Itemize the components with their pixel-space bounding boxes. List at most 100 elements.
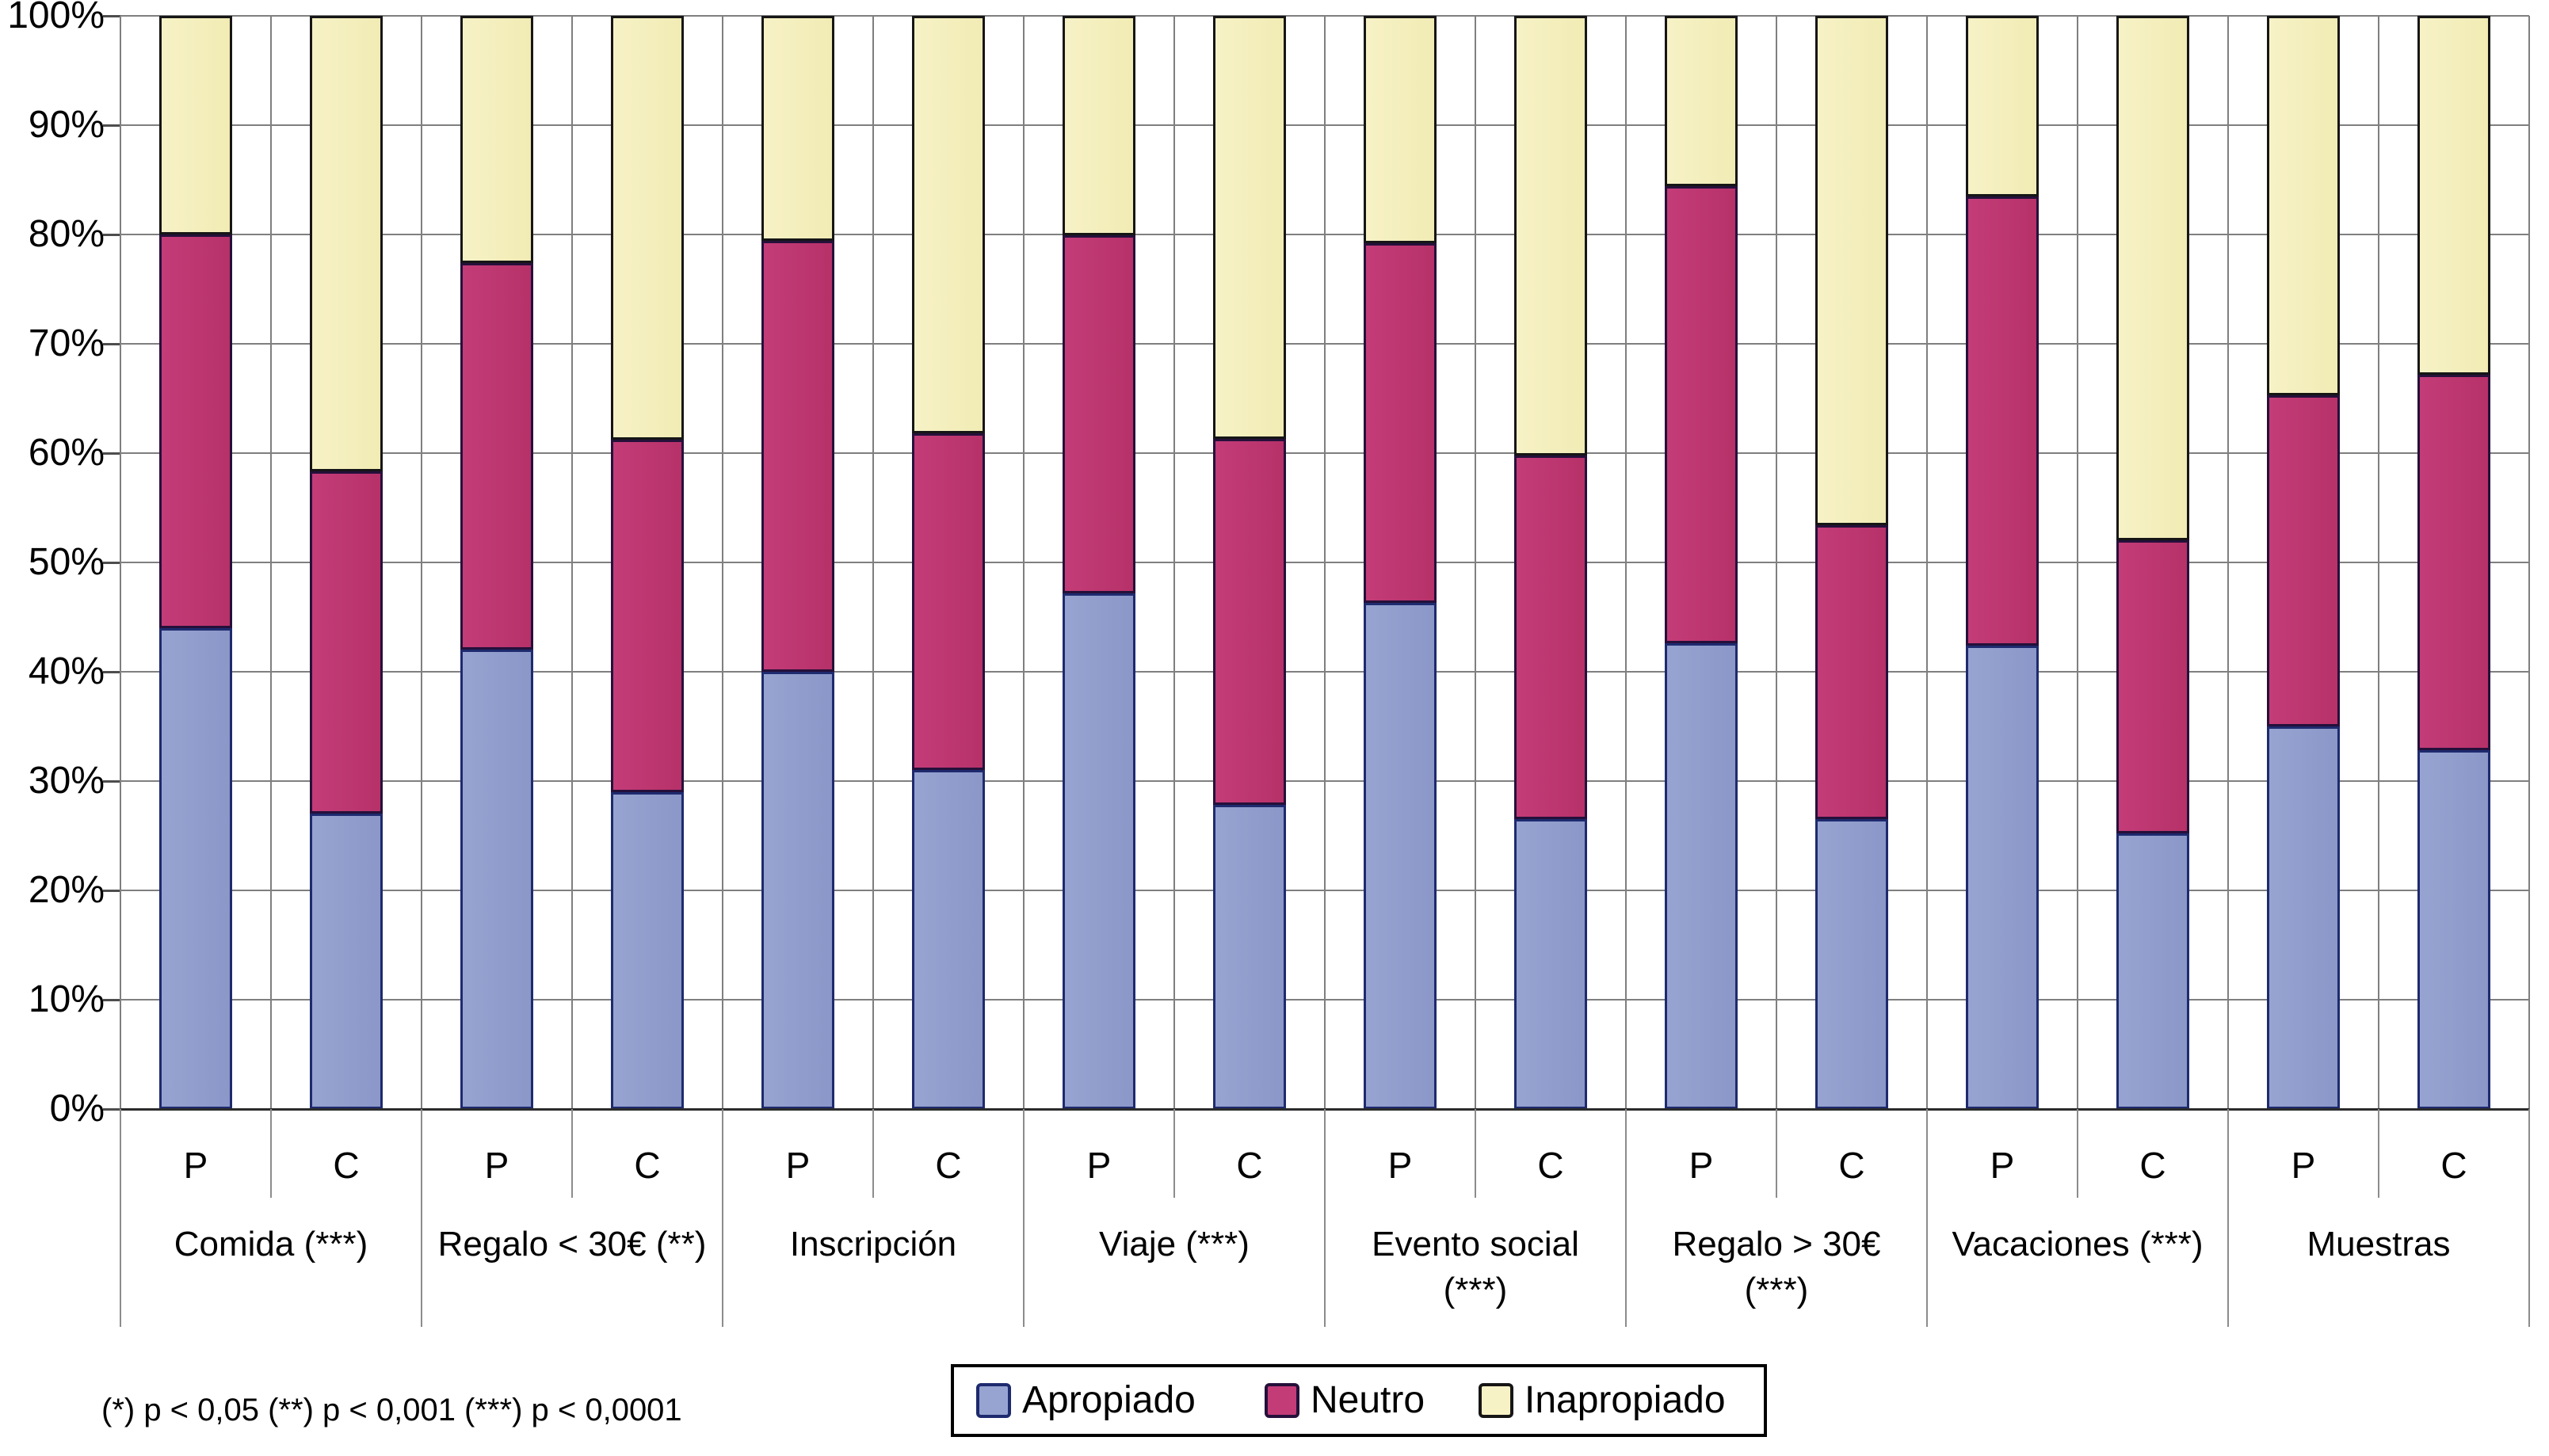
gridline-v bbox=[1475, 16, 1476, 1109]
bar-segment-apropiado bbox=[1364, 603, 1437, 1109]
bar-segment-neutro bbox=[310, 471, 383, 814]
x-axis-sublabel: P bbox=[1086, 1145, 1112, 1186]
legend-label-inapropiado: Inapropiado bbox=[1524, 1379, 1726, 1421]
x-axis-category-label: Comida (***) bbox=[122, 1222, 420, 1267]
y-axis-label: 90% bbox=[28, 104, 105, 146]
gridline-v bbox=[1324, 16, 1326, 1109]
y-axis-tick bbox=[103, 890, 120, 892]
y-axis-tick bbox=[103, 234, 120, 236]
gridline-v bbox=[421, 16, 422, 1109]
category-separator bbox=[1625, 1109, 1627, 1327]
pc-separator-tick bbox=[872, 1109, 874, 1198]
gridline-v bbox=[2378, 16, 2379, 1109]
bar-segment-neutro bbox=[1966, 196, 2039, 646]
bar-segment-apropiado bbox=[460, 650, 533, 1109]
category-label-line: Regalo > 30€ bbox=[1672, 1225, 1881, 1264]
y-axis-tick bbox=[103, 999, 120, 1001]
bar-segment-inapropiado bbox=[611, 16, 684, 440]
gridline-v bbox=[872, 16, 874, 1109]
bar-segment-inapropiado bbox=[1063, 16, 1135, 236]
legend-entry-neutro: Neutro bbox=[1265, 1367, 1425, 1434]
bar-segment-neutro bbox=[159, 234, 232, 628]
category-separator bbox=[2227, 1109, 2229, 1327]
pc-separator-tick bbox=[571, 1109, 573, 1198]
category-separator bbox=[421, 1109, 422, 1327]
bar-segment-inapropiado bbox=[2267, 16, 2340, 395]
bar-segment-inapropiado bbox=[460, 16, 533, 263]
gridline-v bbox=[2227, 16, 2229, 1109]
bar-segment-inapropiado bbox=[912, 16, 985, 434]
x-axis-sublabel: P bbox=[1689, 1145, 1714, 1186]
bar-segment-inapropiado bbox=[1213, 16, 1286, 440]
bar-segment-inapropiado bbox=[2417, 16, 2490, 375]
y-axis-label: 60% bbox=[28, 432, 105, 474]
y-axis-label: 30% bbox=[28, 760, 105, 802]
category-label-line: Regalo < 30€ (**) bbox=[437, 1225, 707, 1264]
y-axis-label: 80% bbox=[28, 213, 105, 255]
x-axis-sublabel: P bbox=[1990, 1145, 2015, 1186]
bar-segment-neutro bbox=[1815, 525, 1888, 820]
bar-segment-apropiado bbox=[1213, 805, 1286, 1109]
x-axis-sublabel: C bbox=[1838, 1145, 1865, 1186]
x-axis-category-label: Inscripción bbox=[724, 1222, 1022, 1267]
bar-segment-neutro bbox=[2417, 374, 2490, 751]
bar-segment-neutro bbox=[1665, 186, 1738, 644]
x-axis-sublabel: C bbox=[634, 1145, 661, 1186]
pc-separator-tick bbox=[1475, 1109, 1476, 1198]
x-axis-category-label: Vacaciones (***) bbox=[1929, 1222, 2227, 1267]
bar-segment-neutro bbox=[2267, 394, 2340, 726]
bar-segment-apropiado bbox=[1063, 593, 1135, 1109]
gridline-v bbox=[120, 16, 121, 1109]
legend-swatch-inapropiado bbox=[1479, 1383, 1513, 1418]
gridline-v bbox=[2077, 16, 2078, 1109]
y-axis-tick bbox=[103, 1108, 120, 1111]
bar-segment-apropiado bbox=[2267, 726, 2340, 1109]
category-label-line: Viaje (***) bbox=[1099, 1225, 1250, 1264]
x-axis-sublabel: C bbox=[2440, 1145, 2467, 1186]
gridline-v bbox=[1776, 16, 1777, 1109]
category-label-line: Evento social bbox=[1372, 1225, 1579, 1264]
x-axis-sublabel: C bbox=[1236, 1145, 1263, 1186]
y-axis-tick bbox=[103, 562, 120, 564]
category-separator bbox=[120, 1109, 121, 1327]
bar-segment-apropiado bbox=[1966, 645, 2039, 1109]
category-separator bbox=[722, 1109, 723, 1327]
bar-segment-neutro bbox=[912, 433, 985, 771]
y-axis-tick bbox=[103, 671, 120, 673]
y-axis-tick bbox=[103, 343, 120, 345]
gridline-v bbox=[1023, 16, 1025, 1109]
bar-segment-inapropiado bbox=[1665, 16, 1738, 187]
y-axis-tick bbox=[103, 15, 120, 17]
x-axis-category-label: Muestras bbox=[2230, 1222, 2528, 1267]
y-axis-tick bbox=[103, 124, 120, 127]
legend-entry-inapropiado: Inapropiado bbox=[1479, 1367, 1726, 1434]
y-axis-label: 70% bbox=[28, 322, 105, 364]
x-axis-sublabel: C bbox=[935, 1145, 962, 1186]
bar-segment-apropiado bbox=[159, 627, 232, 1109]
gridline-v bbox=[1625, 16, 1627, 1109]
category-label-line: Inscripción bbox=[789, 1225, 957, 1264]
legend: Apropiado Neutro Inapropiado bbox=[951, 1364, 1767, 1437]
category-separator bbox=[1926, 1109, 1928, 1327]
pc-separator-tick bbox=[2378, 1109, 2379, 1198]
category-label-line: (***) bbox=[1744, 1271, 1809, 1309]
y-axis-tick bbox=[103, 452, 120, 455]
bar-segment-neutro bbox=[1213, 439, 1286, 806]
bar-segment-inapropiado bbox=[761, 16, 834, 242]
bar-segment-apropiado bbox=[912, 770, 985, 1109]
bar-segment-apropiado bbox=[1665, 643, 1738, 1109]
category-separator bbox=[1023, 1109, 1025, 1327]
x-axis-category-label: Viaje (***) bbox=[1025, 1222, 1323, 1267]
bar-segment-apropiado bbox=[2417, 750, 2490, 1109]
y-axis-tick bbox=[103, 780, 120, 783]
bar-segment-neutro bbox=[1063, 235, 1135, 593]
bar-segment-inapropiado bbox=[159, 16, 232, 234]
x-axis-sublabel: P bbox=[183, 1145, 208, 1186]
y-axis-label: 0% bbox=[49, 1088, 105, 1130]
x-axis-category-label: Regalo > 30€ (***) bbox=[1627, 1222, 1925, 1313]
bar-segment-inapropiado bbox=[310, 16, 383, 472]
gridline-v bbox=[1173, 16, 1175, 1109]
pc-separator-tick bbox=[1173, 1109, 1175, 1198]
bar-segment-neutro bbox=[460, 262, 533, 650]
